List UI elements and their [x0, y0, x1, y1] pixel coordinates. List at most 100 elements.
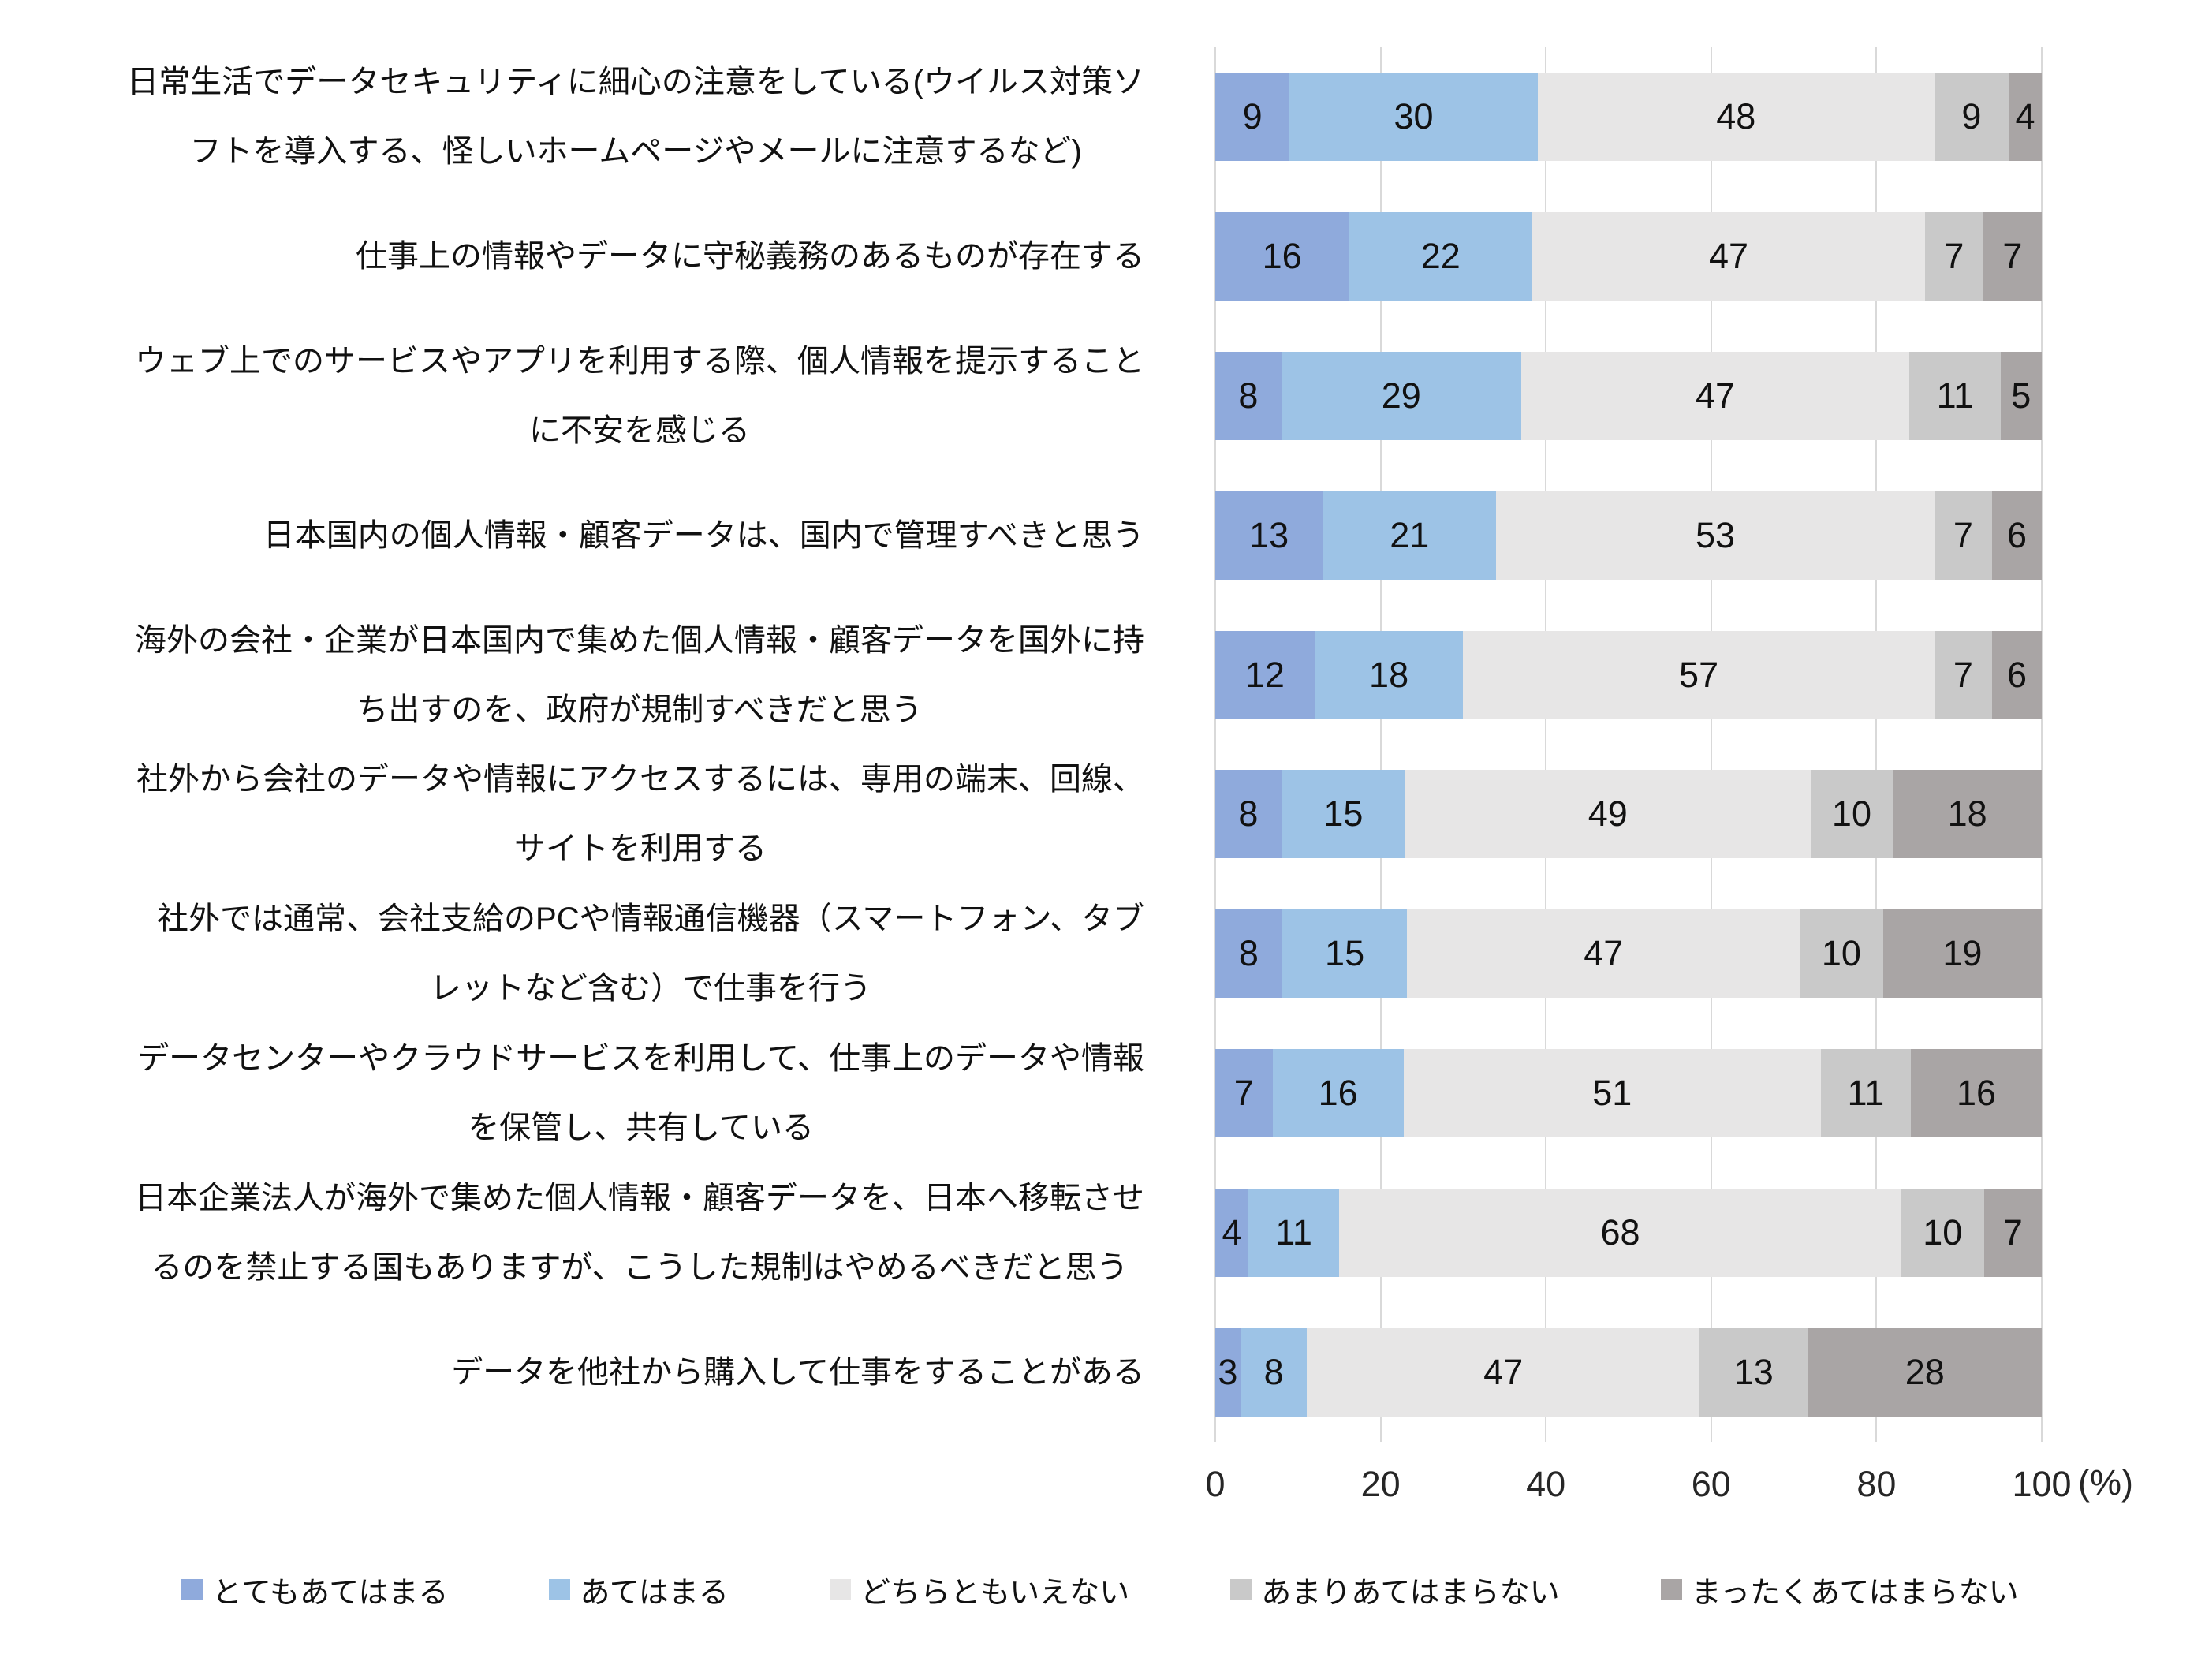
- bar-segment-value: 49: [1588, 793, 1628, 834]
- bar-segment: 13: [1699, 1327, 1808, 1417]
- bar-segment-value: 10: [1831, 793, 1871, 834]
- bar-segment-value: 11: [1275, 1211, 1312, 1253]
- category-label: ウェブ上でのサービスやアプリを利用する際、個人情報を提示すること に不安を感じる: [135, 343, 1144, 448]
- bar-segment: 49: [1405, 770, 1811, 859]
- category-label: 社外では通常、会社支給のPCや情報通信機器（スマートフォン、タブ レットなど含む…: [157, 902, 1144, 1006]
- bar-cell: 12 18 57 7 6: [1215, 630, 2042, 719]
- bar-segment: 6: [1992, 491, 2042, 580]
- category-label-cell: 仕事上の情報やデータに守秘義務のあるものが存在する: [0, 222, 1215, 291]
- legend-swatch: [829, 1579, 851, 1600]
- category-label-cell: 日常生活でデータセキュリティに細心の注意をしている(ウイルス対策ソ フトを導入す…: [0, 47, 1215, 186]
- bar-segment: 7: [1934, 491, 1993, 580]
- bar-segment: 48: [1537, 73, 1935, 162]
- bar-segment-value: 11: [1847, 1072, 1885, 1113]
- category-label-cell: データセンターやクラウドサービスを利用して、仕事上のデータや情報 を保管し、共有…: [0, 1024, 1215, 1163]
- chart-row: データセンターやクラウドサービスを利用して、仕事上のデータや情報 を保管し、共有…: [0, 1024, 2205, 1163]
- bar-segment: 47: [1532, 212, 1925, 301]
- legend-item: どちらともいえない: [829, 1568, 1129, 1611]
- bar-segment: 16: [1910, 1048, 2042, 1137]
- bar-segment-value: 13: [1733, 1351, 1774, 1392]
- x-axis-unit-label: (%): [2078, 1462, 2133, 1503]
- bar-cell: 9 30 48 9 4: [1215, 73, 2042, 162]
- stacked-bar: 9 30 48 9 4: [1215, 73, 2042, 162]
- bar-segment: 5: [2000, 351, 2043, 440]
- bar-segment: 21: [1323, 491, 1497, 580]
- bar-segment: 7: [1934, 630, 1993, 719]
- bar-segment: 8: [1215, 770, 1282, 859]
- bar-cell: 8 15 49 10 18: [1215, 770, 2042, 859]
- x-axis-tick: 80: [1856, 1464, 1897, 1504]
- legend-item: とてもあてはまる: [181, 1568, 448, 1611]
- legend-item-label: まったくあてはまらない: [1691, 1577, 2019, 1610]
- bar-segment: 68: [1339, 1188, 1901, 1277]
- bar-cell: 3 8 47 13 28: [1215, 1327, 2042, 1417]
- category-label: 日本企業法人が海外で集めた個人情報・顧客データを、日本へ移転させ るのを禁止する…: [135, 1180, 1144, 1285]
- bar-segment-value: 5: [2011, 375, 2032, 416]
- x-axis-tick: 100: [2012, 1464, 2072, 1504]
- category-label-cell: 日本国内の個人情報・顧客データは、国内で管理すべきと思う: [0, 501, 1215, 570]
- bar-segment-value: 28: [1905, 1351, 1945, 1392]
- bar-segment-value: 8: [1238, 933, 1259, 974]
- category-label-cell: 日本企業法人が海外で集めた個人情報・顧客データを、日本へ移転させ るのを禁止する…: [0, 1163, 1215, 1302]
- bar-segment: 9: [1934, 73, 2009, 162]
- bar-segment-value: 7: [1233, 1072, 1254, 1113]
- bar-segment-value: 7: [2002, 236, 2023, 277]
- bar-segment: 15: [1281, 770, 1406, 859]
- chart-row: 日本企業法人が海外で集めた個人情報・顧客データを、日本へ移転させ るのを禁止する…: [0, 1163, 2205, 1302]
- bar-segment-value: 30: [1394, 96, 1434, 137]
- bar-segment: 3: [1215, 1327, 1241, 1417]
- bar-segment: 11: [1909, 351, 2001, 440]
- bar-segment: 7: [1983, 1188, 2042, 1277]
- bar-segment-value: 8: [1238, 375, 1259, 416]
- category-label: 日常生活でデータセキュリティに細心の注意をしている(ウイルス対策ソ フトを導入す…: [127, 65, 1144, 170]
- legend-swatch: [1660, 1579, 1682, 1600]
- chart-rows: 日常生活でデータセキュリティに細心の注意をしている(ウイルス対策ソ フトを導入す…: [0, 47, 2205, 1442]
- x-axis-tick: 60: [1691, 1464, 1731, 1504]
- stacked-bar: 8 15 47 10 19: [1215, 909, 2042, 999]
- x-axis: (%) 0 20 40 60 80 100: [1205, 1462, 2133, 1511]
- category-label: 海外の会社・企業が日本国内で集めた個人情報・顧客データを国外に持 ち出すのを、政…: [135, 622, 1144, 727]
- legend-item: あまりあてはまらない: [1230, 1568, 1560, 1611]
- legend-swatch: [549, 1579, 571, 1600]
- chart-row: 仕事上の情報やデータに守秘義務のあるものが存在する 16 22 47 7 7: [0, 187, 2205, 327]
- bar-segment-value: 7: [1953, 514, 1973, 555]
- bar-segment-value: 9: [1961, 96, 1982, 137]
- bar-segment: 12: [1215, 630, 1315, 719]
- category-label-cell: 社外から会社のデータや情報にアクセスするには、専用の端末、回線、 サイトを利用す…: [0, 745, 1215, 883]
- bar-segment-value: 47: [1483, 1351, 1524, 1392]
- x-axis-tick: 20: [1360, 1464, 1401, 1504]
- bar-segment: 7: [1983, 212, 2042, 301]
- bar-segment-value: 47: [1696, 375, 1736, 416]
- bar-segment: 47: [1307, 1327, 1699, 1417]
- bar-segment: 10: [1901, 1188, 1984, 1277]
- bar-segment: 19: [1882, 909, 2042, 999]
- bar-segment-value: 8: [1263, 1351, 1284, 1392]
- category-label: 仕事上の情報やデータに守秘義務のあるものが存在する: [356, 239, 1144, 274]
- category-label-cell: 社外では通常、会社支給のPCや情報通信機器（スマートフォン、タブ レットなど含む…: [0, 884, 1215, 1023]
- bar-segment-value: 13: [1249, 514, 1289, 555]
- gridline: [1545, 47, 1547, 1442]
- bar-segment-value: 19: [1942, 933, 1983, 974]
- legend-item: まったくあてはまらない: [1660, 1568, 2019, 1611]
- gridline: [2041, 47, 2043, 1442]
- bar-segment: 10: [1800, 909, 1883, 999]
- legend-item: あてはまる: [549, 1568, 729, 1611]
- bar-segment-value: 21: [1390, 514, 1430, 555]
- bar-segment-value: 29: [1381, 375, 1421, 416]
- bar-segment: 16: [1272, 1048, 1404, 1137]
- bar-segment-value: 57: [1679, 654, 1719, 695]
- bar-segment: 11: [1248, 1188, 1340, 1277]
- x-axis-tick: 40: [1526, 1464, 1566, 1504]
- stacked-bar: 12 18 57 7 6: [1215, 630, 2042, 719]
- bar-segment-value: 53: [1696, 514, 1736, 555]
- bar-segment-value: 9: [1242, 96, 1263, 137]
- bar-segment-value: 6: [2007, 514, 2028, 555]
- stacked-bar: 8 29 47 11 5: [1215, 351, 2043, 440]
- bar-segment-value: 22: [1420, 236, 1461, 277]
- legend-item-label: あまりあてはまらない: [1261, 1577, 1560, 1610]
- bar-segment-value: 16: [1318, 1072, 1358, 1113]
- chart-row: 日本国内の個人情報・顧客データは、国内で管理すべきと思う 13 21 53 7 6: [0, 465, 2205, 605]
- bar-segment: 18: [1893, 770, 2042, 859]
- chart-row: 社外から会社のデータや情報にアクセスするには、専用の端末、回線、 サイトを利用す…: [0, 745, 2205, 884]
